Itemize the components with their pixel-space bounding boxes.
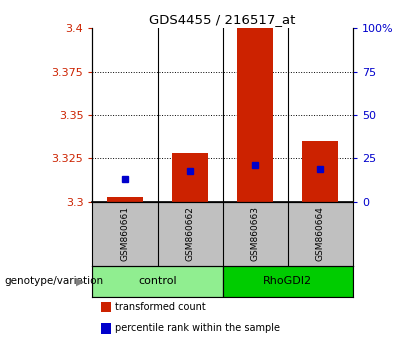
- Text: ▶: ▶: [76, 276, 84, 286]
- Bar: [237, 28, 273, 202]
- Bar: [302, 141, 338, 202]
- Text: GSM860661: GSM860661: [121, 206, 129, 261]
- Text: GSM860662: GSM860662: [186, 206, 194, 261]
- Title: GDS4455 / 216517_at: GDS4455 / 216517_at: [150, 13, 296, 26]
- Text: control: control: [138, 276, 177, 286]
- Text: percentile rank within the sample: percentile rank within the sample: [115, 324, 280, 333]
- Bar: [223, 266, 353, 297]
- Text: RhoGDI2: RhoGDI2: [263, 276, 312, 286]
- Bar: [172, 153, 208, 202]
- Text: genotype/variation: genotype/variation: [4, 276, 103, 286]
- Text: transformed count: transformed count: [115, 302, 205, 312]
- Bar: [92, 266, 223, 297]
- Bar: [107, 196, 143, 202]
- Text: GSM860663: GSM860663: [251, 206, 260, 261]
- Text: GSM860664: GSM860664: [316, 206, 325, 261]
